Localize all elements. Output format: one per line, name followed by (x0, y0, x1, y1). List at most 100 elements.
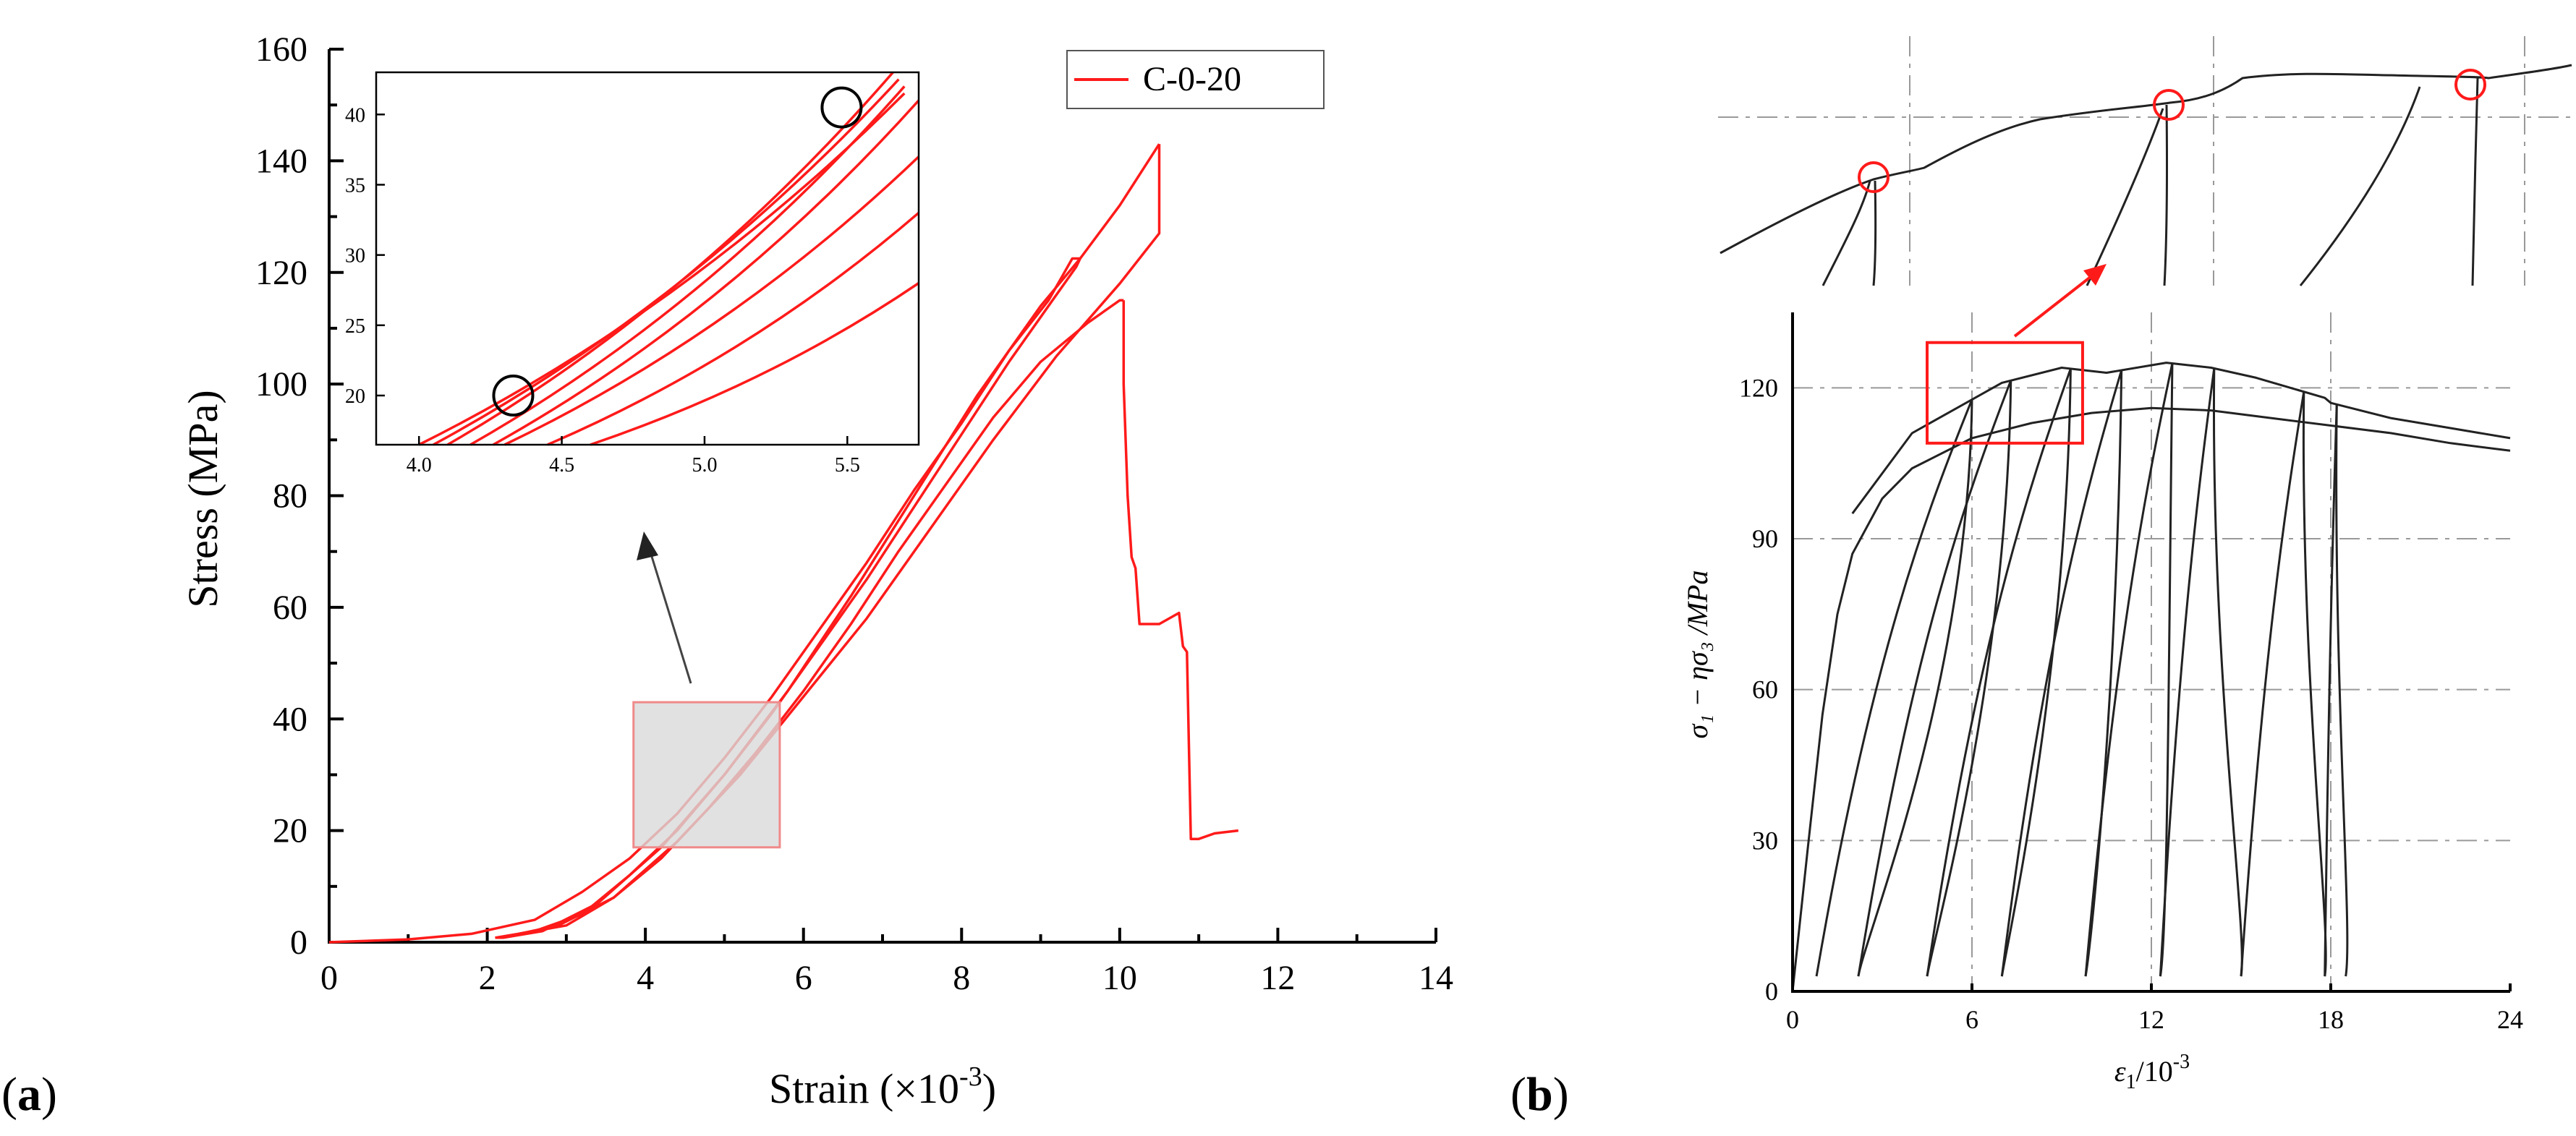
series-c-0-20 (328, 143, 1239, 944)
zoom-arrow (648, 549, 692, 684)
unload-curve (1926, 380, 2012, 977)
inset-y-ticks: 20 25 30 35 40 (345, 104, 385, 408)
unload-curve (2212, 368, 2243, 977)
y-tick-label-b: 30 (1752, 826, 1778, 855)
inset-curve (469, 85, 906, 446)
reload-curve (2159, 368, 2216, 977)
inset-plot: 4.0 4.5 5.0 5.5 20 25 30 35 40 (345, 71, 920, 477)
inset-y-tick-label: 25 (345, 315, 365, 338)
x-ticks-a: 0 2 4 6 8 10 12 14 (320, 928, 1453, 997)
reload-curve (1857, 380, 2012, 977)
zoom-region (632, 701, 781, 849)
inset-marker-circle (820, 86, 863, 129)
zoom-loop-2-up (2086, 108, 2164, 286)
y-tick-label-b: 90 (1752, 524, 1778, 553)
unload-curve (1857, 399, 1973, 977)
x-tick-label-b: 6 (1965, 1005, 1978, 1034)
panel-label-b: (b) (1510, 1068, 1569, 1121)
inset-background (376, 72, 919, 445)
inset-x-tick-label: 5.5 (835, 454, 860, 477)
inset-marker-circle (492, 374, 535, 417)
monotonic-envelope (1791, 406, 2511, 992)
reload-curve (2000, 370, 2123, 977)
inset-frame (375, 71, 920, 446)
inset-y-tick-label: 30 (345, 245, 365, 268)
reload-curve (2240, 391, 2305, 977)
series-b (1791, 362, 2511, 992)
x-tick-label-a: 10 (1102, 959, 1137, 997)
zoom-loop-3-up (2299, 86, 2421, 286)
zoom-marker-3 (2454, 69, 2486, 101)
x-tick-label-a: 8 (953, 959, 970, 997)
y-tick-label-a: 100 (255, 365, 307, 403)
x-tick-label-a: 2 (479, 959, 496, 997)
y-tick-label-b: 0 (1765, 977, 1778, 1006)
x-axis-title-b: ε1/10-3 (2114, 1051, 2190, 1093)
x-tick-label-b: 18 (2318, 1005, 2344, 1034)
inset-curve (492, 99, 920, 446)
inset-y-tick-label: 35 (345, 174, 365, 197)
inset-curve (446, 71, 894, 446)
curve-segment (1122, 300, 1239, 840)
x-tick-label-b: 0 (1786, 1005, 1799, 1034)
y-tick-label-a: 80 (273, 477, 307, 516)
inset-y-tick-label: 40 (345, 104, 365, 127)
reload-curve (1815, 399, 1973, 977)
zoom-marker-2 (2153, 89, 2185, 121)
panel-label-a: (a) (1, 1068, 57, 1121)
x-tick-label-a: 4 (637, 959, 654, 997)
grid-b (1793, 312, 2510, 991)
y-tick-label-a: 40 (273, 700, 307, 738)
zoom-loop-1-down (1872, 180, 1877, 286)
panel-a: 0 2 4 6 8 10 12 14 0 20 40 60 80 100 120 140 160 C-0-20… (1, 30, 1453, 1121)
x-tick-label-a: 14 (1419, 959, 1453, 997)
unload-curve (2335, 404, 2349, 977)
inset-curve (590, 282, 919, 446)
zoom-arrowhead (637, 531, 658, 560)
inset-curve (503, 155, 920, 446)
legend-label: C-0-20 (1143, 60, 1241, 98)
y-tick-label-a: 0 (290, 923, 307, 962)
x-tick-label-b: 24 (2497, 1005, 2523, 1034)
reload-curve (2084, 363, 2174, 977)
curve-segment (328, 257, 1081, 944)
x-tick-label-b: 12 (2138, 1005, 2164, 1034)
y-tick-label-a: 120 (255, 254, 307, 292)
unload-curve (2084, 370, 2123, 977)
zoom-strip-b (1718, 36, 2572, 338)
zoom-arrowhead-b (2083, 264, 2107, 286)
unload-curve (2302, 391, 2327, 977)
y-axis-title-a: Stress (MPa) (179, 390, 226, 607)
zoom-envelope (1720, 64, 2572, 255)
zoom-loop-2-down (2163, 104, 2169, 286)
y-tick-label-a: 140 (255, 142, 307, 180)
legend-box (1066, 50, 1325, 109)
reload-curve (1926, 368, 2072, 977)
zoom-loop-3-down (2471, 77, 2479, 286)
y-tick-label-b: 60 (1752, 675, 1778, 704)
curve-segment (518, 299, 1124, 936)
cyclic-envelope (1851, 362, 2511, 515)
x-ticks-b: 0 6 12 18 24 (1786, 983, 2523, 1034)
legend: C-0-20 (1066, 50, 1325, 109)
x-tick-label-a: 6 (795, 959, 812, 997)
y-tick-label-a: 20 (273, 812, 307, 850)
inset-x-tick-label: 4.5 (549, 454, 574, 477)
x-tick-label-a: 0 (320, 959, 338, 997)
y-tick-label-a: 160 (255, 30, 307, 69)
y-axis-title-b: σ₁ − ησ₃ /MPa (1681, 571, 1714, 739)
x-tick-label-a: 12 (1260, 959, 1295, 997)
inset-x-tick-label: 4.0 (407, 454, 432, 477)
curve-segment (495, 143, 1160, 939)
reload-curve (2324, 404, 2338, 977)
inset-x-tick-label: 5.0 (692, 454, 717, 477)
unload-curve (2000, 368, 2072, 977)
inset-x-ticks: 4.0 4.5 5.0 5.5 (407, 436, 860, 477)
zoom-region-b (1926, 341, 2084, 445)
y-ticks-a: 0 20 40 60 80 100 120 140 160 (255, 30, 344, 962)
zoom-arrow-b (2013, 270, 2099, 338)
inset-curve (547, 212, 920, 446)
y-tick-label-b: 120 (1739, 373, 1778, 402)
inset-markers (492, 86, 863, 417)
